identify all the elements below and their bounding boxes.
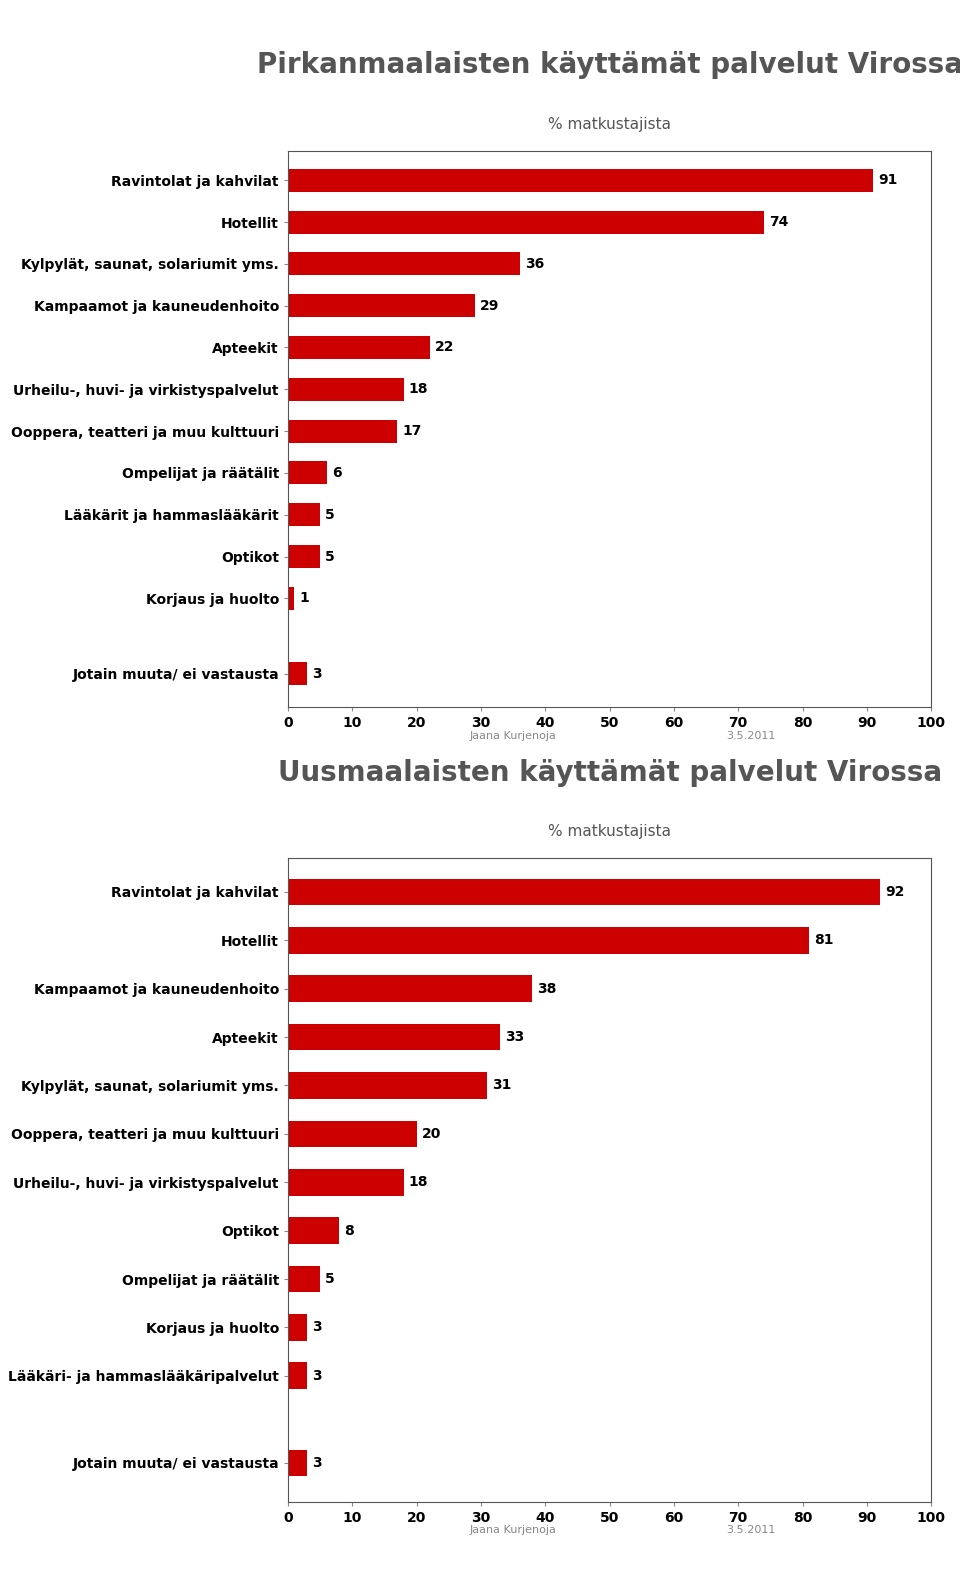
Text: 5: 5 xyxy=(325,508,335,521)
Bar xyxy=(288,1362,307,1389)
Bar xyxy=(288,294,474,318)
Bar xyxy=(288,461,326,485)
Text: Pirkanmaalaisten käyttämät palvelut Virossa: Pirkanmaalaisten käyttämät palvelut Viro… xyxy=(256,51,960,79)
Bar xyxy=(288,1449,307,1476)
Text: 91: 91 xyxy=(878,173,898,188)
Text: 17: 17 xyxy=(402,424,421,439)
Bar xyxy=(288,663,307,685)
Text: 5: 5 xyxy=(325,1273,335,1286)
Text: 33: 33 xyxy=(505,1030,525,1044)
Text: 22: 22 xyxy=(435,340,454,354)
Text: 6: 6 xyxy=(332,466,342,480)
Text: 3: 3 xyxy=(312,1456,322,1470)
Text: 29: 29 xyxy=(480,299,499,313)
Bar xyxy=(288,1314,307,1341)
Bar xyxy=(288,210,764,234)
Text: 3: 3 xyxy=(312,1320,322,1335)
Bar xyxy=(288,926,809,953)
Bar xyxy=(288,335,429,359)
Text: 20: 20 xyxy=(421,1127,442,1141)
Text: 3: 3 xyxy=(312,667,322,680)
Bar xyxy=(288,1120,417,1147)
Bar xyxy=(288,378,404,400)
Text: 8: 8 xyxy=(345,1224,354,1238)
Bar xyxy=(288,253,519,275)
Bar xyxy=(288,419,397,443)
Text: 92: 92 xyxy=(885,885,904,899)
Text: 31: 31 xyxy=(492,1079,512,1093)
Bar xyxy=(288,1170,404,1195)
Bar xyxy=(288,879,879,906)
Bar xyxy=(288,1073,488,1098)
Text: 18: 18 xyxy=(409,1176,428,1189)
Text: % matkustajista: % matkustajista xyxy=(548,825,671,839)
Text: 3: 3 xyxy=(312,1368,322,1382)
Text: Jaana Kurjenoja: Jaana Kurjenoja xyxy=(469,1525,557,1535)
Text: Uusmaalaisten käyttämät palvelut Virossa: Uusmaalaisten käyttämät palvelut Virossa xyxy=(277,758,942,787)
Bar xyxy=(288,1266,320,1292)
Text: 36: 36 xyxy=(525,257,544,270)
Text: 5: 5 xyxy=(325,550,335,564)
Bar xyxy=(288,1023,500,1050)
Text: % matkustajista: % matkustajista xyxy=(548,118,671,132)
Bar xyxy=(288,545,320,567)
Bar xyxy=(288,1217,340,1244)
Text: 18: 18 xyxy=(409,383,428,396)
Bar xyxy=(288,168,874,192)
Bar xyxy=(288,976,533,1003)
Text: 81: 81 xyxy=(814,933,833,947)
Text: 38: 38 xyxy=(538,982,557,996)
Text: 1: 1 xyxy=(300,591,309,605)
Text: Jaana Kurjenoja: Jaana Kurjenoja xyxy=(469,731,557,740)
Text: 3.5.2011: 3.5.2011 xyxy=(727,1525,776,1535)
Text: 3.5.2011: 3.5.2011 xyxy=(727,731,776,740)
Bar xyxy=(288,504,320,526)
Bar xyxy=(288,586,295,610)
Text: 74: 74 xyxy=(769,215,788,229)
